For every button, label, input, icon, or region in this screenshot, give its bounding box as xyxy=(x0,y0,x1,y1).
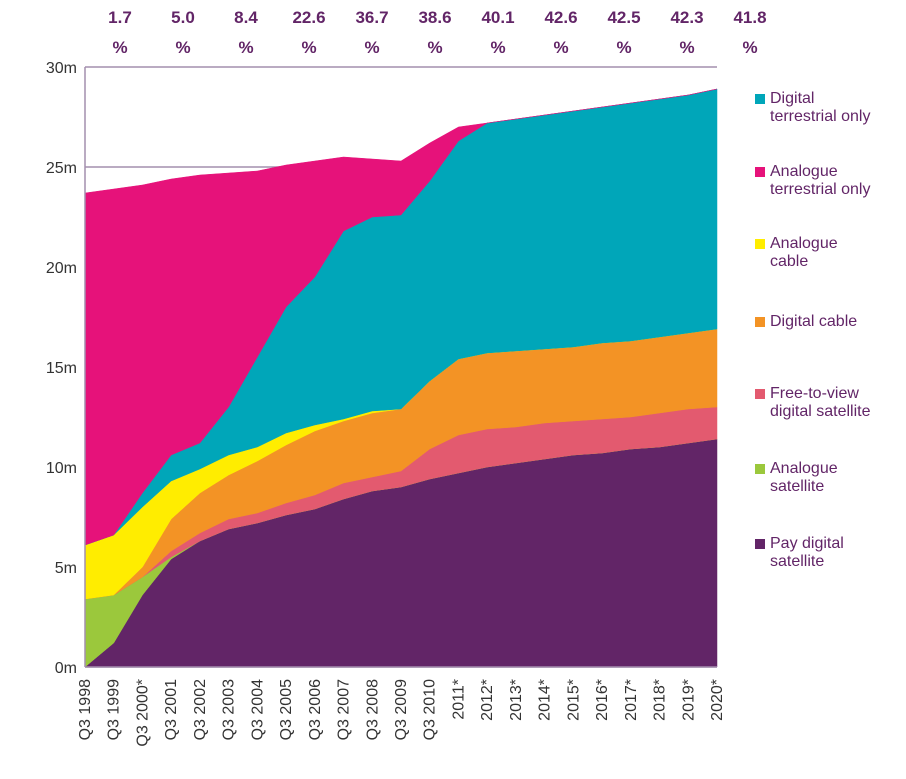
annotation-value: 8.4 xyxy=(234,8,258,27)
legend-swatch xyxy=(755,317,765,327)
y-tick-label: 0m xyxy=(55,660,77,677)
x-tick-label: 2013* xyxy=(508,679,525,721)
legend-item: Pay digital satellite xyxy=(755,535,880,571)
annotation-unit: % xyxy=(490,38,505,57)
legend-item: Digital cable xyxy=(755,313,880,331)
x-tick-label: Q3 1998 xyxy=(77,679,94,740)
x-tick-label: 2019* xyxy=(680,679,697,721)
y-tick-label: 15m xyxy=(46,360,77,377)
legend-swatch xyxy=(755,94,765,104)
annotation-unit: % xyxy=(301,38,316,57)
x-tick-label: Q3 2009 xyxy=(393,679,410,740)
x-tick-label: Q3 2005 xyxy=(278,679,295,740)
legend-swatch xyxy=(755,464,765,474)
legend-label: Digital cable xyxy=(770,313,858,330)
legend-label: Digital terrestrial only xyxy=(770,90,871,125)
x-tick-label: Q3 2004 xyxy=(249,679,266,740)
y-tick-label: 10m xyxy=(46,460,77,477)
x-tick-label: 2018* xyxy=(652,679,669,721)
legend-label: Analogue cable xyxy=(770,235,838,270)
legend-item: Free-to-view digital satellite xyxy=(755,385,880,421)
x-tick-label: 2020* xyxy=(709,679,726,721)
legend-swatch xyxy=(755,239,765,249)
legend-swatch xyxy=(755,539,765,549)
x-tick-label: 2016* xyxy=(594,679,611,721)
annotation-unit: % xyxy=(364,38,379,57)
annotation-unit: % xyxy=(616,38,631,57)
annotation-value: 5.0 xyxy=(171,8,195,27)
annotation-unit: % xyxy=(112,38,127,57)
annotation-unit: % xyxy=(742,38,757,57)
y-tick-label: 25m xyxy=(46,160,77,177)
x-tick-label: Q3 1999 xyxy=(106,679,123,740)
legend-item: Analogue terrestrial only xyxy=(755,163,880,199)
x-tick-label: Q3 2008 xyxy=(364,679,381,740)
legend-item: Digital terrestrial only xyxy=(755,90,880,126)
annotation-unit: % xyxy=(175,38,190,57)
annotation-value: 22.6 xyxy=(292,8,325,27)
annotation-unit: % xyxy=(427,38,442,57)
y-tick-label: 30m xyxy=(46,60,77,77)
area xyxy=(84,88,718,546)
annotation-value: 42.6 xyxy=(544,8,577,27)
areas xyxy=(84,88,718,668)
legend-item: Analogue cable xyxy=(755,235,880,271)
legend-swatch xyxy=(755,389,765,399)
legend-swatch xyxy=(755,167,765,177)
x-tick-label: Q3 2000* xyxy=(134,679,151,747)
x-tick-label: Q3 2002 xyxy=(192,679,209,740)
legend-label: Free-to-view digital satellite xyxy=(770,385,871,420)
y-tick-label: 20m xyxy=(46,260,77,277)
x-tick-label: Q3 2007 xyxy=(336,679,353,740)
annotation-value: 42.5 xyxy=(607,8,640,27)
annotation-unit: % xyxy=(679,38,694,57)
legend-label: Analogue terrestrial only xyxy=(770,163,871,198)
annotation-value: 42.3 xyxy=(670,8,703,27)
x-tick-label: 2017* xyxy=(623,679,640,721)
x-tick-label: 2012* xyxy=(479,679,496,721)
y-tick-label: 5m xyxy=(55,560,77,577)
annotation-value: 38.6 xyxy=(418,8,451,27)
x-tick-label: Q3 2001 xyxy=(163,679,180,740)
annotation-value: 41.8 xyxy=(733,8,766,27)
x-tick-label: Q3 2003 xyxy=(221,679,238,740)
legend-label: Analogue satellite xyxy=(770,460,838,495)
x-tick-label: Q3 2010 xyxy=(422,679,439,740)
annotation-unit: % xyxy=(553,38,568,57)
annotation-value: 40.1 xyxy=(481,8,514,27)
x-tick-label: 2015* xyxy=(565,679,582,721)
x-tick-label: 2011* xyxy=(450,679,467,720)
annotation-value: 36.7 xyxy=(355,8,388,27)
x-tick-label: 2014* xyxy=(537,679,554,721)
annotation-unit: % xyxy=(238,38,253,57)
x-tick-label: Q3 2006 xyxy=(307,679,324,740)
annotation-value: 1.7 xyxy=(108,8,132,27)
legend-label: Pay digital satellite xyxy=(770,535,844,570)
legend-item: Analogue satellite xyxy=(755,460,880,496)
